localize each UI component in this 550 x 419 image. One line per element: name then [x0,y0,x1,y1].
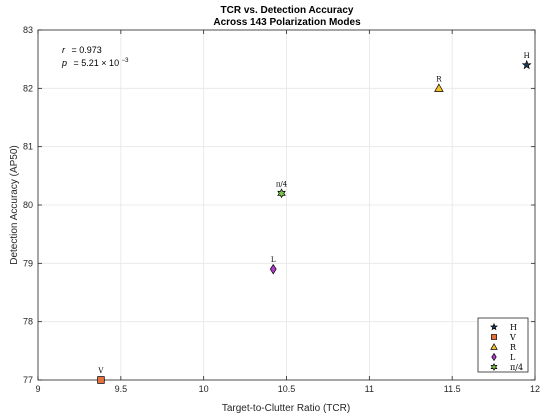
x-axis-ticks: 9 9.5 10 10.5 11 11.5 12 [35,30,540,394]
y-tick-label: 77 [23,375,33,385]
data-point: V [97,367,105,384]
correlation-annotation: r = 0.973 p = 5.21 × 10 −3 [61,45,129,68]
legend-label: L [510,353,516,362]
legend-label: H [510,323,517,332]
y-axis-ticks: 77 78 79 80 81 82 83 [23,25,535,385]
point-label: V [97,367,104,375]
x-tick-label: 11.5 [444,384,461,394]
legend-entry: V [491,333,516,342]
chart-title: TCR vs. Detection Accuracy [220,5,353,16]
y-tick-label: 81 [23,142,33,152]
x-tick-label: 9.5 [115,384,128,394]
y-axis-label: Detection Accuracy (AP50) [9,145,20,265]
p-statistic: p = 5.21 × 10 −3 [61,58,129,68]
p-value: = 5.21 × 10 [74,58,120,68]
legend-entry: π/4 [490,363,523,372]
point-label: H [524,52,530,60]
star-marker [521,59,532,70]
legend-diamond-marker [491,352,497,362]
x-tick-label: 10 [199,384,209,394]
r-symbol: r [62,45,66,55]
legend-label: R [510,343,517,352]
y-tick-label: 80 [23,200,33,210]
data-point: H [521,52,532,70]
legend-entry: L [491,352,516,362]
grid-lines [37,29,536,381]
diamond-marker [269,263,277,275]
legend-hexagram-marker [490,363,498,371]
triangle-marker [434,83,444,92]
legend-triangle-marker [490,343,498,350]
point-label: R [436,75,442,83]
point-label: L [271,256,276,264]
x-tick-label: 11 [365,384,374,394]
data-point: π/4 [276,180,288,199]
x-axis-label: Target-to-Clutter Ratio (TCR) [222,403,350,414]
data-point: R [434,75,444,92]
data-point: L [269,256,277,275]
legend-star-marker [490,322,498,331]
y-tick-label: 83 [23,25,33,35]
legend-square-marker [491,334,497,340]
square-marker [97,376,105,384]
x-tick-label: 10.5 [278,384,296,394]
r-value: = 0.973 [72,45,102,55]
p-symbol: p [61,58,67,68]
hexagram-marker [277,188,286,199]
legend-box [477,317,529,373]
legend-entry: R [490,343,517,352]
legend-label: π/4 [510,363,523,372]
y-tick-label: 82 [23,83,33,93]
r-statistic: r = 0.973 [62,45,102,55]
legend-label: V [509,333,516,342]
y-tick-label: 78 [23,317,33,327]
x-tick-label: 9 [35,384,40,394]
x-tick-label: 12 [530,384,540,394]
legend-entry: H [490,322,517,332]
point-label: π/4 [276,180,288,188]
chart-subtitle: Across 143 Polarization Modes [213,17,361,28]
p-exponent: −3 [122,58,130,64]
y-tick-label: 79 [23,258,33,268]
